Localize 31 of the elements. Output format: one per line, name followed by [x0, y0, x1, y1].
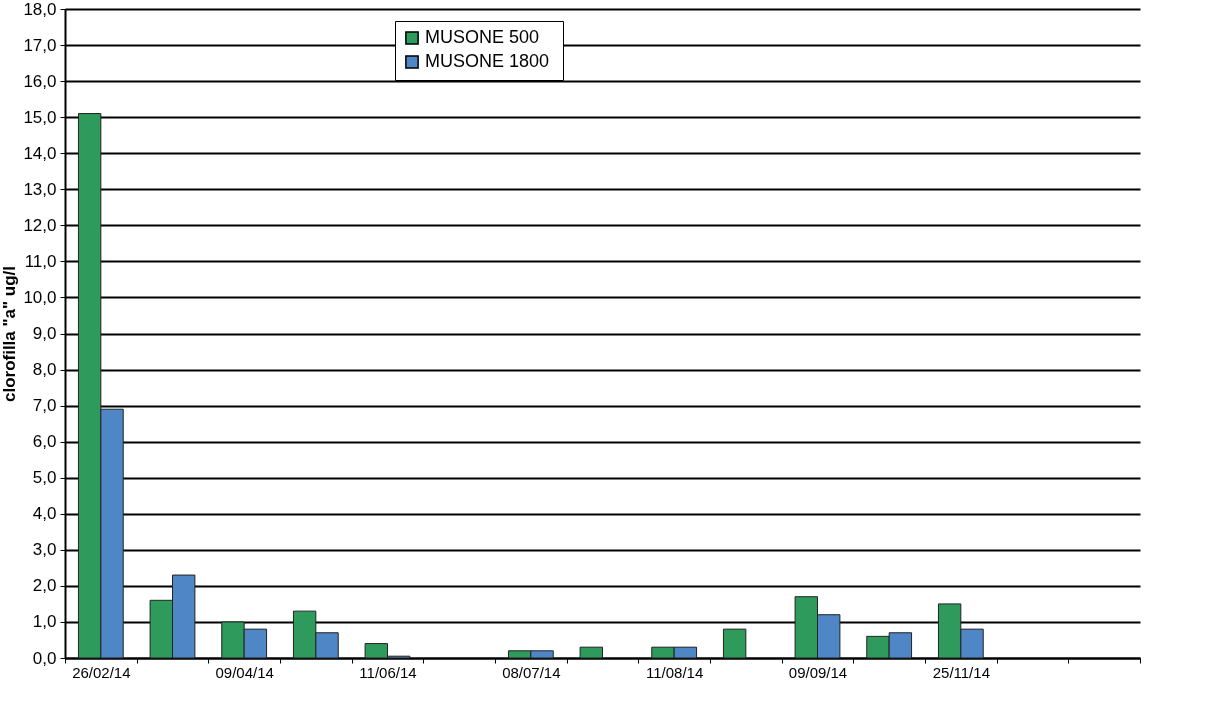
- y-tick-label: 18,0: [23, 0, 57, 19]
- y-tick-label: 3,0: [32, 540, 57, 560]
- x-tick-label: 08/07/14: [502, 663, 561, 681]
- x-tick-label: 09/09/14: [788, 663, 848, 681]
- y-tick-label: 15,0: [23, 107, 57, 127]
- bar: [722, 628, 747, 659]
- bar: [579, 646, 603, 659]
- y-tick-label: 2,0: [32, 576, 57, 596]
- x-tick-label: 11/08/14: [646, 663, 704, 681]
- x-tick-label: 11/06/14: [359, 663, 417, 681]
- y-tick-label: 1,0: [32, 612, 57, 632]
- y-tick-label: 11,0: [24, 251, 57, 271]
- y-tick-label: 6,0: [32, 432, 57, 452]
- legend-label: MUSONE 500: [425, 27, 540, 47]
- y-tick-label: 16,0: [23, 71, 57, 91]
- y-tick-label: 17,0: [23, 35, 57, 55]
- x-tick-label: 25/11/14: [932, 663, 990, 681]
- legend-label: MUSONE 1800: [425, 51, 550, 71]
- y-tick-label: 10,0: [23, 287, 57, 307]
- y-tick-label: 8,0: [32, 360, 57, 380]
- y-tick-label: 0,0: [32, 648, 57, 668]
- y-tick-label: 14,0: [23, 143, 57, 163]
- y-tick-label: 5,0: [32, 468, 57, 488]
- y-tick-label: 7,0: [32, 396, 57, 416]
- y-tick-label: 4,0: [32, 504, 57, 524]
- y-tick-label: 9,0: [32, 324, 57, 343]
- x-tick-label: 09/04/14: [215, 663, 274, 681]
- y-tick-label: 13,0: [23, 179, 57, 199]
- y-axis-title: clorofilla "a" ug/l: [0, 265, 20, 403]
- x-tick-label: 26/02/14: [72, 663, 131, 681]
- y-tick-label: 12,0: [23, 215, 57, 235]
